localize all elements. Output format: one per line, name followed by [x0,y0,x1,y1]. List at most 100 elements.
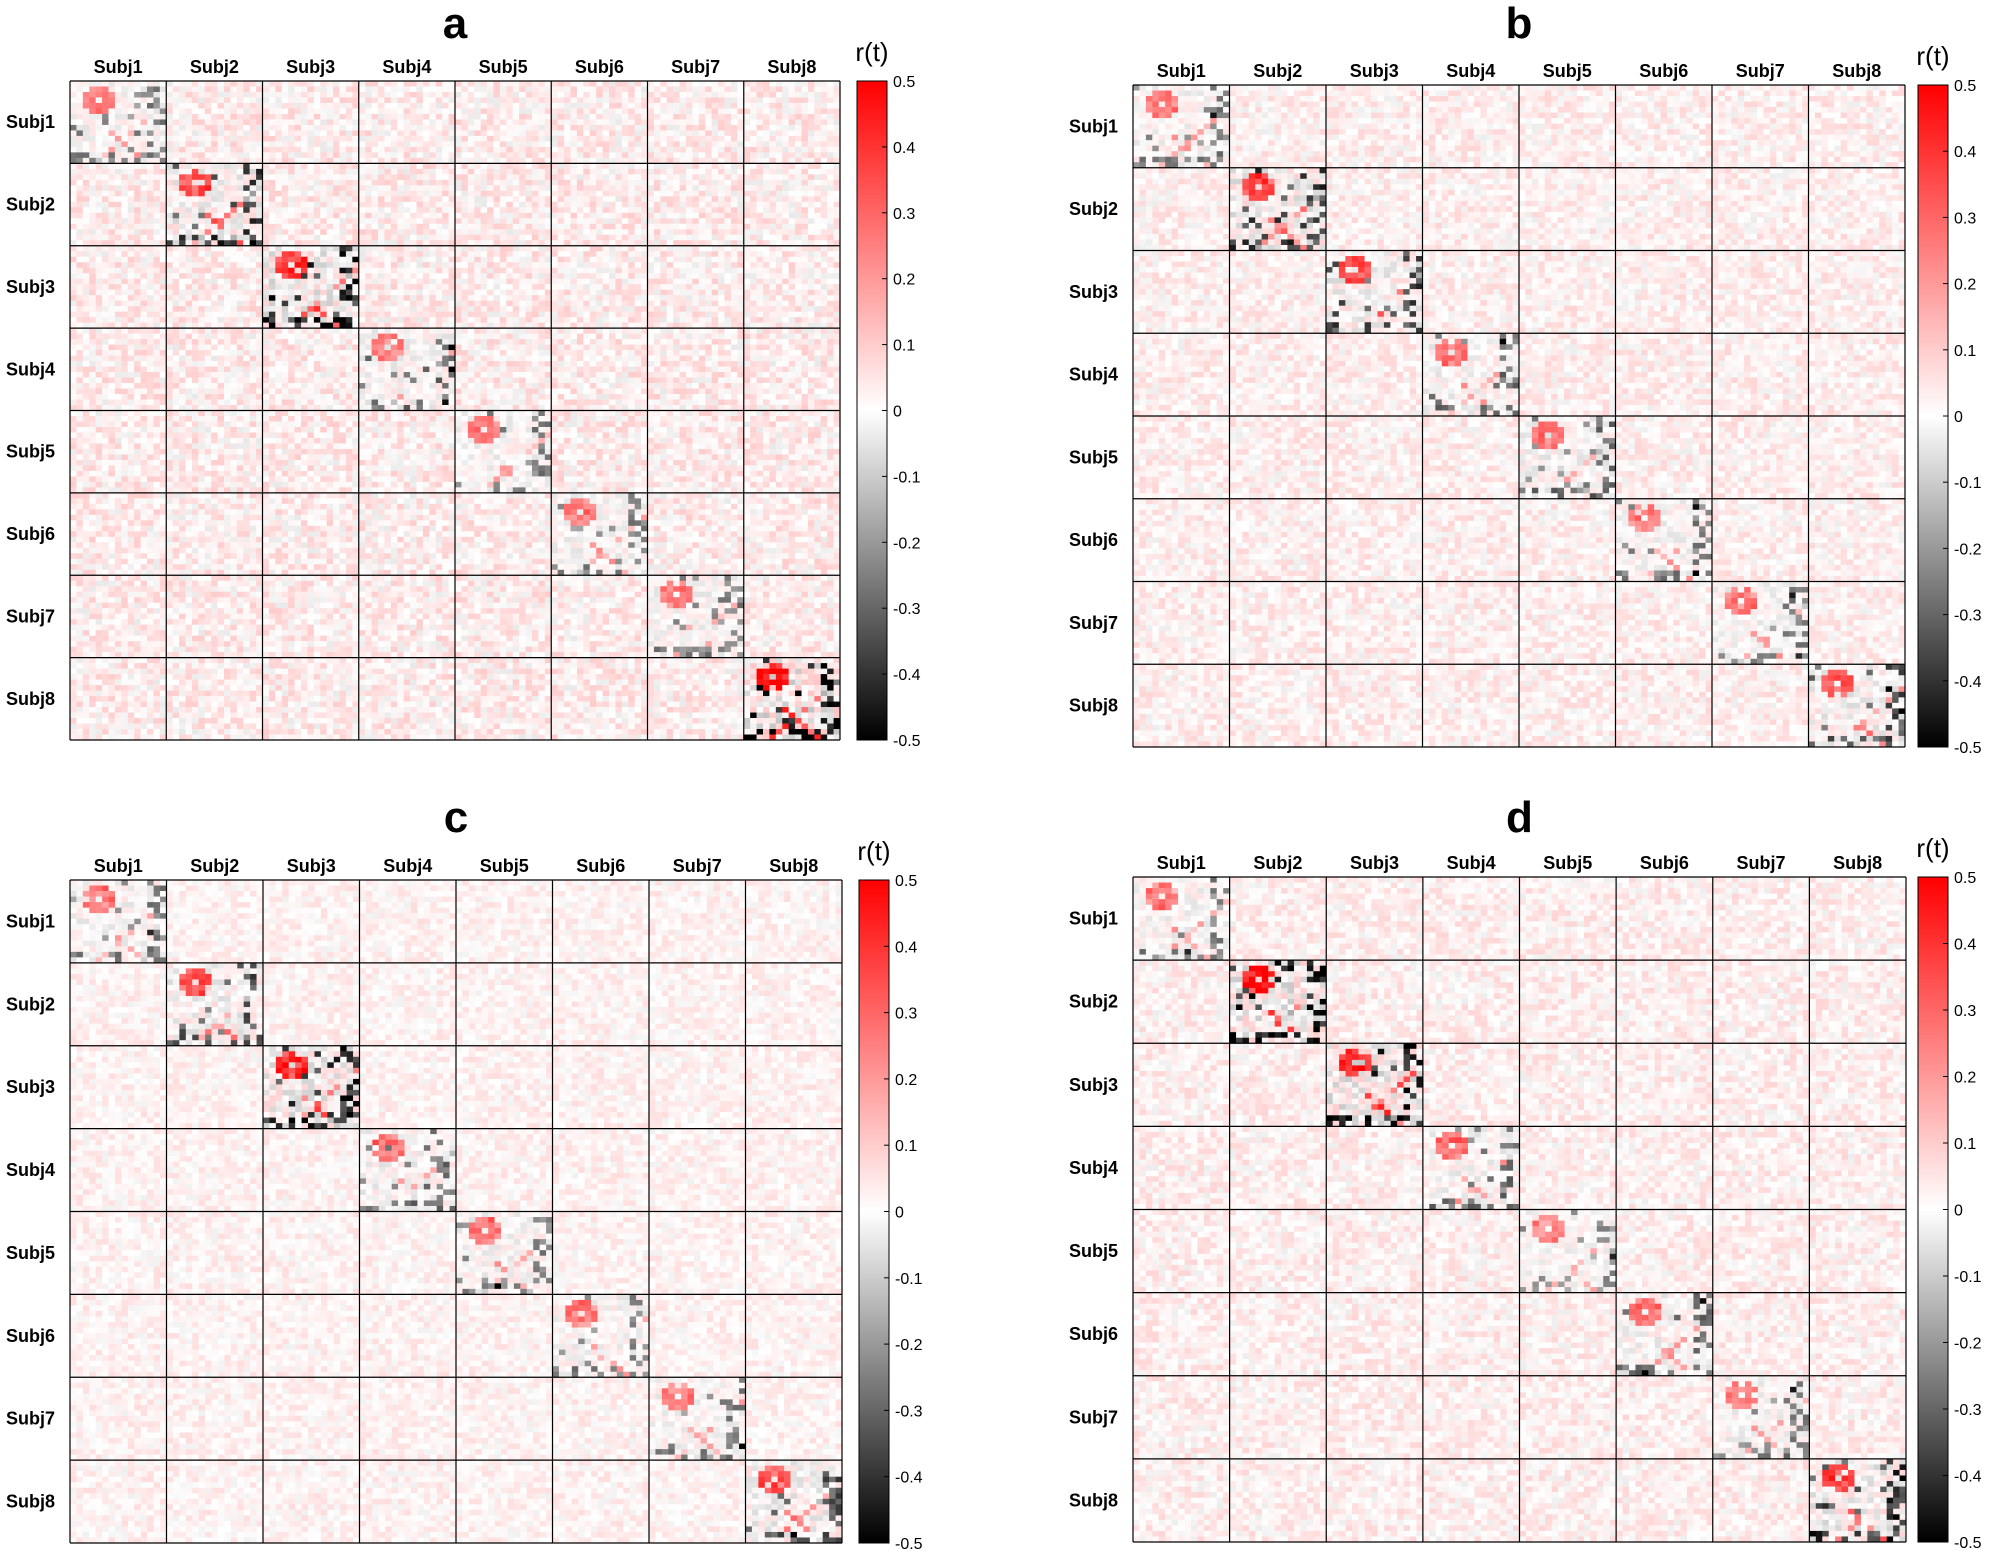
heatmap-cell [372,202,379,208]
heatmap-cell [141,196,148,202]
heatmap-cell [660,130,667,136]
heatmap-cell [218,86,225,92]
heatmap-cell [814,147,821,153]
heatmap-cell [333,235,340,241]
heatmap-cell [173,169,180,175]
heatmap-cell [378,147,385,153]
heatmap-cell [391,180,398,186]
heatmap-cell [115,213,122,219]
heatmap-cell [141,213,148,219]
heatmap-cell [474,92,481,98]
heatmap-cell [782,130,789,136]
heatmap-cell [198,235,205,241]
heatmap-cell [455,180,462,186]
heatmap-cell [288,130,295,136]
heatmap-cell [538,174,545,180]
heatmap-cell [731,141,738,147]
heatmap-cell [397,202,404,208]
heatmap-cell [269,141,276,147]
heatmap-cell [365,218,372,224]
heatmap-cell [109,141,116,147]
heatmap-cell [352,141,359,147]
heatmap-cell [160,141,167,147]
heatmap-cell [153,191,160,197]
heatmap-cell [307,196,314,202]
heatmap-cell [821,86,828,92]
heatmap-cell [404,229,411,235]
heatmap-cell [731,136,738,142]
heatmap-cell [346,136,353,142]
heatmap-cell [583,97,590,103]
heatmap-cell [391,92,398,98]
heatmap-cell [237,119,244,125]
heatmap-cell [109,108,116,114]
heatmap-cell [372,114,379,120]
heatmap-cell [263,196,270,202]
heatmap-cell [96,224,103,230]
heatmap-cell [166,213,173,219]
heatmap-cell [211,191,218,197]
heatmap-cell [198,191,205,197]
heatmap-cell [166,218,173,224]
heatmap-cell [551,92,558,98]
heatmap-cell [494,185,501,191]
heatmap-cell [141,235,148,241]
heatmap-cell [256,130,263,136]
heatmap-cell [603,130,610,136]
heatmap-cell [192,224,199,230]
heatmap-cell [186,169,193,175]
heatmap-cell [153,130,160,136]
heatmap-cell [744,108,751,114]
heatmap-cell [397,147,404,153]
heatmap-cell [153,108,160,114]
heatmap-cell [814,119,821,125]
heatmap-cell [250,147,257,153]
heatmap-cell [641,81,648,87]
heatmap-cell [205,229,212,235]
heatmap-cell [269,224,276,230]
heatmap-cell [615,130,622,136]
heatmap-cell [378,235,385,241]
heatmap-cell [500,108,507,114]
heatmap-cell [436,185,443,191]
heatmap-cell [564,141,571,147]
heatmap-cell [128,180,135,186]
heatmap-cell [782,125,789,131]
heatmap-cell [500,81,507,87]
heatmap-cell [250,81,257,87]
heatmap-cell [160,229,167,235]
heatmap-cell [391,114,398,120]
heatmap-cell [487,152,494,158]
heatmap-cell [147,213,154,219]
heatmap-cell [744,92,751,98]
heatmap-cell [391,202,398,208]
heatmap-cell [757,108,764,114]
heatmap-cell [269,235,276,241]
heatmap-cell [519,81,526,87]
heatmap-cell [763,103,770,109]
heatmap-cell [731,81,738,87]
heatmap-cell [789,152,796,158]
heatmap-cell [83,103,90,109]
heatmap-cell [404,92,411,98]
heatmap-cell [628,141,635,147]
heatmap-cell [352,136,359,142]
heatmap-cell [275,169,282,175]
heatmap-cell [795,81,802,87]
heatmap-cell [757,103,764,109]
heatmap-cell [109,147,116,153]
heatmap-cell [725,147,732,153]
heatmap-cell [333,114,340,120]
heatmap-cell [526,163,533,169]
heatmap-cell [429,213,436,219]
heatmap-cell [256,180,263,186]
heatmap-cell [468,114,475,120]
heatmap-cell [725,86,732,92]
heatmap-cell [378,119,385,125]
heatmap-cell [423,207,430,213]
heatmap-cell [769,119,776,125]
heatmap-cell [153,125,160,131]
heatmap-cell [622,119,629,125]
heatmap-cell [359,163,366,169]
heatmap-cell [89,81,96,87]
